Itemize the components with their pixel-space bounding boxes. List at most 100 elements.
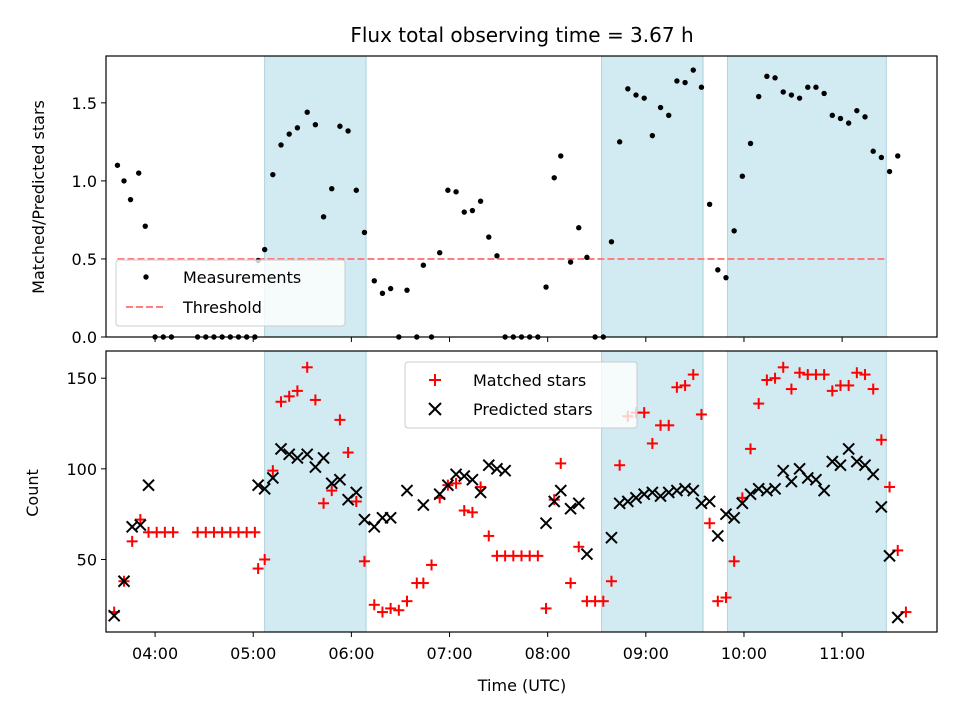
predicted-star-point-28 [458, 469, 471, 483]
matched-star-point-69 [679, 379, 691, 391]
measurement-point-1 [114, 162, 121, 168]
bottom-x-tick-label-3: 06:00 [328, 644, 374, 663]
bottom-shaded-interval-1 [264, 350, 367, 633]
bottom-axes-frame [105, 350, 938, 633]
top-y-tick-label-2: 0.5 [72, 250, 97, 269]
measurement-point-70 [690, 67, 696, 73]
predicted-star-point-62 [785, 475, 798, 488]
predicted-star-point-11 [291, 451, 304, 465]
measurement-point-43 [469, 207, 476, 214]
predicted-star-point-61 [777, 464, 790, 477]
measurement-point-53 [551, 175, 557, 181]
matched-star-point-82 [785, 383, 797, 395]
matched-star-point-42 [458, 505, 470, 517]
measurement-point-93 [878, 154, 885, 161]
measurement-point-22 [294, 125, 301, 131]
measurement-point-3 [127, 196, 134, 203]
matched-star-point-18 [259, 553, 271, 565]
matched-star-point-67 [663, 419, 675, 431]
matched-star-point-64 [638, 407, 650, 419]
predicted-star-point-14 [317, 451, 330, 465]
measurement-point-63 [633, 92, 639, 98]
legend-label-threshold: Threshold [182, 298, 262, 317]
predicted-star-point-6 [251, 478, 265, 492]
measurement-point-19 [270, 171, 276, 178]
measurement-point-77 [747, 140, 754, 147]
matched-star-point-93 [875, 434, 887, 446]
matched-star-point-45 [483, 530, 495, 542]
bottom-legend-box [404, 361, 638, 429]
predicted-star-point-26 [441, 478, 455, 492]
measurement-point-46 [494, 253, 500, 259]
predicted-star-point-57 [744, 488, 757, 501]
predicted-star-point-73 [875, 500, 888, 514]
matched-star-point-74 [720, 592, 732, 604]
measurement-point-20 [278, 142, 284, 148]
measurement-point-21 [286, 131, 292, 137]
predicted-star-point-75 [891, 611, 904, 624]
predicted-star-point-66 [817, 484, 831, 497]
measurement-point-44 [477, 198, 484, 204]
matched-star-point-8 [167, 526, 179, 538]
bottom-x-tick-label-8: 11:00 [819, 644, 865, 663]
predicted-star-point-45 [646, 486, 659, 499]
matched-star-point-20 [275, 396, 287, 408]
matched-star-point-91 [859, 369, 871, 381]
matched-star-point-94 [884, 481, 896, 493]
legend-label-predicted: Predicted stars [473, 400, 593, 419]
predicted-star-point-68 [834, 459, 847, 472]
predicted-star-point-55 [727, 511, 741, 524]
measurement-point-18 [261, 246, 268, 253]
predicted-star-point-16 [333, 473, 347, 486]
measurement-point-88 [837, 115, 844, 122]
matched-star-point-22 [291, 385, 303, 397]
top-x-ticks [154, 337, 843, 342]
predicted-stars-points [107, 442, 904, 624]
predicted-star-point-34 [539, 517, 553, 530]
measurement-point-95 [895, 153, 901, 159]
matched-star-point-71 [695, 408, 707, 420]
predicted-star-point-40 [605, 531, 618, 544]
predicted-star-point-19 [358, 513, 371, 526]
predicted-star-point-4 [134, 518, 147, 532]
predicted-star-point-38 [572, 497, 585, 510]
measurement-point-23 [304, 109, 310, 115]
predicted-star-point-30 [474, 486, 487, 499]
matched-star-point-81 [777, 361, 789, 373]
predicted-star-point-39 [580, 547, 594, 561]
predicted-star-point-42 [621, 495, 635, 508]
predicted-star-point-23 [400, 484, 414, 497]
legend-marker-matched [429, 374, 441, 386]
measurement-point-81 [780, 89, 786, 95]
predicted-star-point-53 [711, 529, 725, 543]
measurement-point-85 [813, 84, 819, 90]
measurement-point-45 [486, 234, 492, 240]
matched-star-point-31 [368, 599, 380, 611]
predicted-star-point-67 [826, 455, 839, 468]
matched-star-point-70 [687, 369, 699, 381]
top-axes-frame [105, 55, 938, 338]
matched-star-point-90 [851, 367, 863, 379]
measurement-point-39 [437, 250, 443, 256]
predicted-star-point-54 [719, 507, 733, 521]
predicted-star-point-15 [325, 477, 338, 490]
matched-star-point-56 [573, 541, 585, 553]
matched-star-point-92 [867, 383, 879, 395]
measurement-point-75 [731, 228, 737, 234]
measurement-point-65 [649, 132, 656, 139]
predicted-star-point-9 [274, 442, 288, 456]
predicted-star-point-70 [850, 455, 864, 468]
measurement-point-62 [625, 86, 631, 92]
predicted-star-point-74 [883, 549, 896, 563]
measurement-point-37 [420, 262, 427, 268]
matched-star-point-44 [475, 481, 487, 493]
measurement-point-28 [345, 128, 351, 134]
measurement-point-56 [576, 225, 582, 231]
measurement-point-71 [698, 84, 705, 90]
predicted-star-point-52 [703, 495, 716, 508]
top-y-tick-label-3: 1.0 [72, 172, 97, 191]
matched-star-point-34 [393, 604, 405, 616]
predicted-star-point-10 [283, 448, 296, 461]
bottom-legend: Matched stars Predicted stars [404, 361, 638, 429]
matched-star-point-24 [309, 394, 321, 406]
